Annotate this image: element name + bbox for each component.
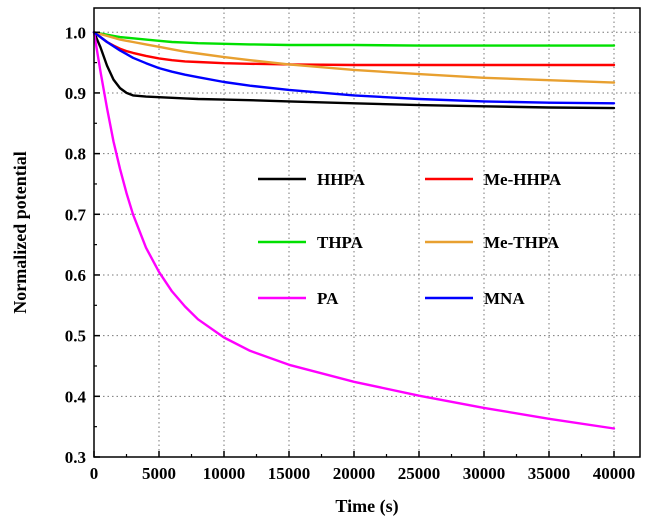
x-tick-label: 40000	[593, 464, 636, 483]
x-tick-label: 10000	[203, 464, 246, 483]
x-tick-label: 30000	[463, 464, 506, 483]
series-line-me-thpa	[92, 31, 616, 84]
y-tick-label: 0.6	[65, 266, 86, 285]
x-tick-label: 0	[90, 464, 99, 483]
series-line-thpa	[92, 31, 616, 47]
y-tick-label: 0.8	[65, 145, 86, 164]
y-tick-label: 0.5	[65, 327, 86, 346]
y-tick-label: 1.0	[65, 23, 86, 42]
plot-frame	[93, 7, 641, 458]
x-tick-label: 20000	[333, 464, 376, 483]
y-tick-label: 0.3	[65, 448, 86, 467]
x-tick-label: 5000	[142, 464, 176, 483]
axis-ticks: 0 5000 10000 15000 20000 25000 30000 35000 40000…	[65, 23, 636, 483]
legend-label-me-hhpa: Me-HHPA	[484, 170, 562, 189]
legend-label-hhpa: HHPA	[317, 170, 366, 189]
x-tick-label: 35000	[528, 464, 571, 483]
legend-label-pa: PA	[317, 289, 339, 308]
y-axis-title: Normalized potential	[10, 151, 30, 313]
y-tick-label: 0.4	[65, 387, 87, 406]
y-tick-label: 0.7	[65, 205, 87, 224]
legend: HHPA Me-HHPA THPA Me-THPA PA MNA	[258, 170, 562, 308]
legend-label-mna: MNA	[484, 289, 525, 308]
x-axis-title: Time (s)	[335, 496, 398, 517]
legend-label-me-thpa: Me-THPA	[484, 233, 560, 252]
x-tick-label: 25000	[398, 464, 441, 483]
series-line-pa	[92, 31, 616, 430]
x-tick-label: 15000	[268, 464, 311, 483]
y-tick-label: 0.9	[65, 84, 86, 103]
series-line-hhpa	[92, 31, 616, 110]
legend-label-thpa: THPA	[317, 233, 364, 252]
series-lines	[92, 31, 616, 430]
series-line-mna	[92, 31, 616, 105]
